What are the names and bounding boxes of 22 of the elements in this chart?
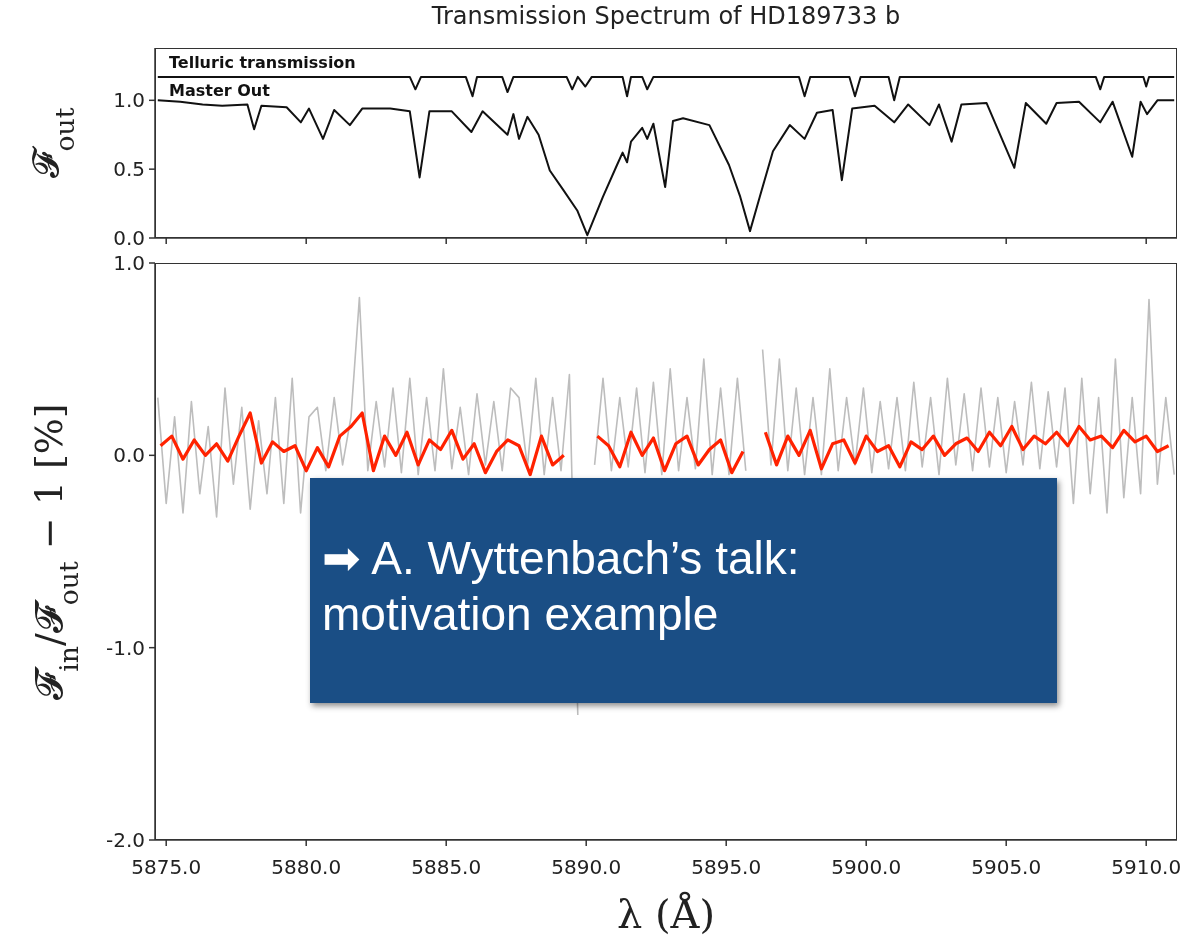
x-axis-title: λ (Å) xyxy=(616,891,716,937)
x-tick-label: 5880.0 xyxy=(271,855,342,880)
y-tick-label: -1.0 xyxy=(105,635,145,660)
callout-box: ➡ A. Wyttenbach’s talk: motivation example xyxy=(310,478,1057,703)
series-label: Telluric transmission xyxy=(169,53,356,72)
series-label: Master Out xyxy=(169,81,270,100)
line-series xyxy=(156,75,1176,102)
x-tick-label: 5875.0 xyxy=(131,855,202,880)
x-tick-label: 5890.0 xyxy=(551,855,622,880)
y-tick-label: 0.0 xyxy=(113,226,145,251)
annotation: ➡ A. Wyttenbach’s talk: motivation example xyxy=(322,531,801,642)
y-tick-label: -2.0 xyxy=(105,828,145,853)
chart-title: Transmission Spectrum of HD189733 b xyxy=(430,2,902,30)
x-tick-label: 5905.0 xyxy=(971,855,1042,880)
x-tick-label: 5895.0 xyxy=(691,855,762,880)
x-tick-label: 5900.0 xyxy=(831,855,902,880)
y-tick-label: 0.5 xyxy=(113,157,145,182)
y-tick-label: 1.0 xyxy=(113,251,145,276)
y-tick-label: 1.0 xyxy=(113,88,145,113)
x-tick-label: 5910.0 xyxy=(1111,855,1182,880)
y-tick-label: 0.0 xyxy=(113,443,145,468)
x-tick-label: 5885.0 xyxy=(411,855,482,880)
